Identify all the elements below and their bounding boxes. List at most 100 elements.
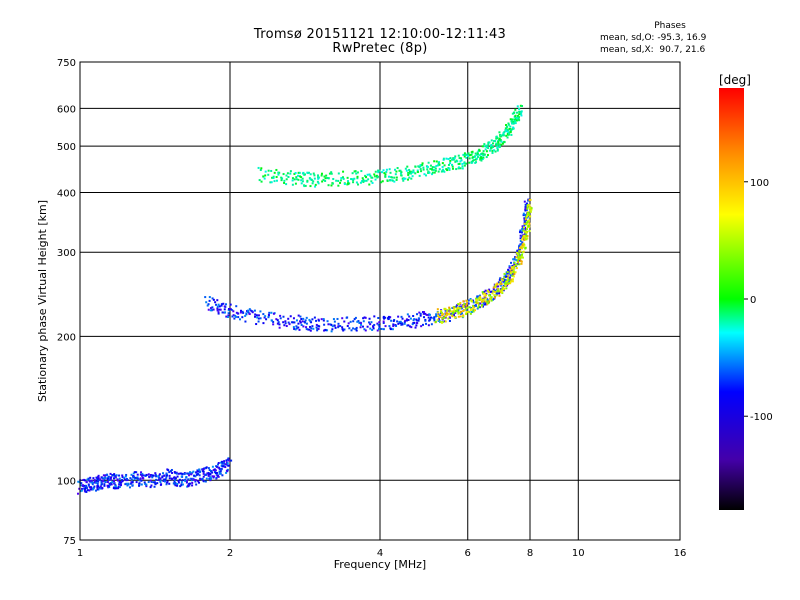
scatter-point: [145, 473, 148, 476]
scatter-point: [441, 162, 444, 165]
scatter-point: [428, 171, 431, 174]
scatter-point: [496, 146, 499, 149]
scatter-point: [104, 480, 107, 483]
scatter-point: [526, 207, 529, 210]
scatter-point: [343, 328, 346, 331]
scatter-point: [173, 476, 176, 479]
scatter-point: [411, 323, 414, 326]
scatter-point: [214, 301, 217, 304]
scatter-point: [337, 184, 340, 187]
scatter-point: [485, 156, 488, 159]
scatter-point: [515, 259, 518, 262]
scatter-point: [442, 316, 445, 319]
scatter-point: [481, 298, 484, 301]
scatter-point: [487, 143, 490, 146]
scatter-point: [139, 473, 142, 476]
scatter-point: [188, 484, 191, 487]
scatter-point: [377, 323, 380, 326]
scatter-point: [211, 471, 214, 474]
scatter-point: [372, 327, 375, 330]
scatter-point: [140, 483, 143, 486]
scatter-point: [476, 307, 479, 310]
scatter-point: [456, 160, 459, 163]
scatter-point: [302, 171, 305, 174]
scatter-point: [249, 309, 252, 312]
scatter-point: [229, 308, 232, 311]
scatter-point: [222, 302, 225, 305]
scatter-point: [357, 183, 360, 186]
scatter-point: [186, 485, 189, 488]
scatter-point: [88, 479, 91, 482]
scatter-point: [359, 326, 362, 329]
scatter-point: [202, 475, 205, 478]
scatter-point: [255, 323, 258, 326]
scatter-point: [461, 165, 464, 168]
scatter-point: [352, 320, 355, 323]
scatter-point: [512, 120, 515, 123]
scatter-point: [292, 317, 295, 320]
scatter-point: [147, 481, 150, 484]
scatter-point: [327, 177, 330, 180]
scatter-point: [278, 326, 281, 329]
scatter-point: [330, 172, 333, 175]
scatter-point: [440, 312, 443, 315]
scatter-point: [403, 320, 406, 323]
scatter-point: [519, 240, 522, 243]
scatter-point: [406, 324, 409, 327]
scatter-point: [191, 471, 194, 474]
scatter-point: [522, 236, 525, 239]
scatter-point: [510, 278, 513, 281]
scatter-point: [291, 179, 294, 182]
scatter-point: [459, 307, 462, 310]
scatter-point: [406, 313, 409, 316]
scatter-point: [94, 489, 97, 492]
x-axis-ticks: 1 2 4 6 8 10 16: [77, 548, 687, 559]
scatter-point: [468, 306, 471, 309]
scatter-point: [191, 484, 194, 487]
scatter-point: [328, 172, 331, 175]
scatter-point: [443, 164, 446, 167]
scatter-point: [100, 480, 103, 483]
scatter-point: [216, 465, 219, 468]
scatter-point: [289, 170, 292, 173]
scatter-point: [194, 480, 197, 483]
scatter-point: [271, 176, 274, 179]
scatter-point: [385, 168, 388, 171]
x-tick-label: 10: [572, 548, 585, 559]
scatter-point: [133, 471, 136, 474]
scatter-point: [241, 310, 244, 313]
scatter-point: [168, 474, 171, 477]
scatter-point: [497, 290, 500, 293]
scatter-point: [526, 206, 529, 209]
scatter-point: [150, 480, 153, 483]
scatter-point: [226, 470, 229, 473]
scatter-point: [484, 300, 487, 303]
scatter-point: [451, 307, 454, 310]
scatter-point: [215, 477, 218, 480]
scatter-point: [412, 171, 415, 174]
scatter-point: [527, 203, 530, 206]
scatter-point: [524, 203, 527, 206]
scatter-point: [226, 462, 229, 465]
scatter-point: [523, 239, 526, 242]
scatter-point: [518, 246, 521, 249]
scatter-point: [195, 471, 198, 474]
scatter-point: [358, 321, 361, 324]
scatter-point: [359, 181, 362, 184]
scatter-point: [407, 171, 410, 174]
scatter-point: [473, 306, 476, 309]
scatter-point: [512, 273, 515, 276]
scatter-point: [326, 176, 329, 179]
scatter-point: [324, 179, 327, 182]
scatter-point: [166, 480, 169, 483]
scatter-point: [445, 157, 448, 160]
scatter-point: [526, 215, 529, 218]
scatter-point: [121, 479, 124, 482]
scatter-point: [108, 486, 111, 489]
scatter-point: [523, 244, 526, 247]
scatter-point: [511, 118, 514, 121]
scatter-point: [108, 482, 111, 485]
scatter-point: [138, 483, 141, 486]
scatter-point: [263, 316, 266, 319]
scatter-point: [377, 175, 380, 178]
